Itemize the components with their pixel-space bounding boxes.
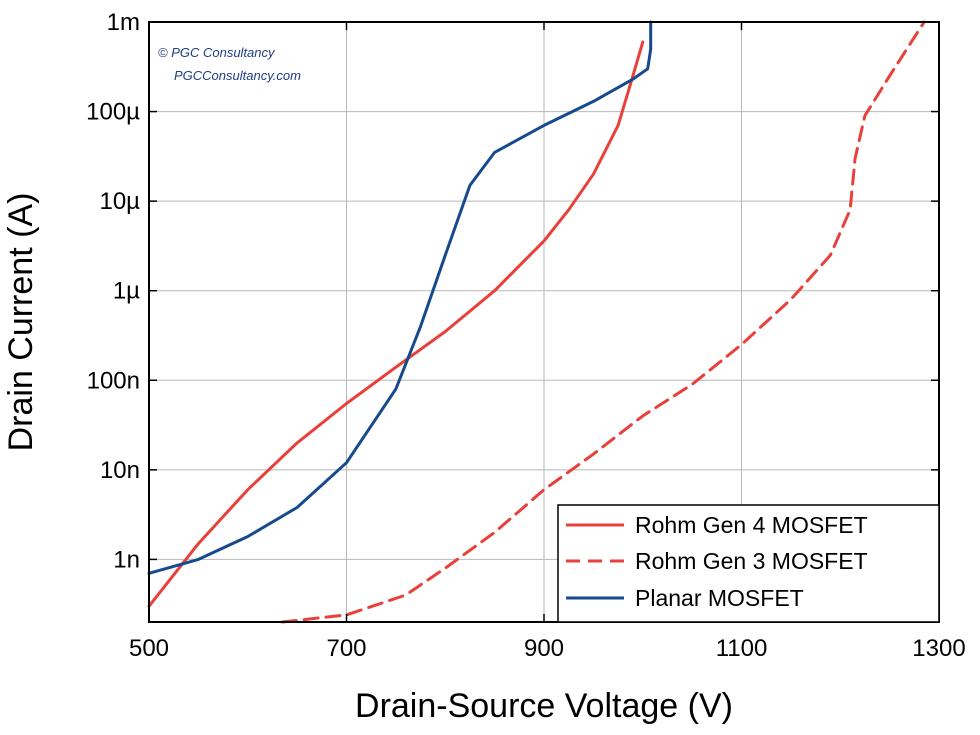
legend-label-rohm-gen4: Rohm Gen 4 MOSFET bbox=[635, 512, 868, 538]
x-tick-label: 500 bbox=[129, 635, 169, 662]
legend-label-planar: Planar MOSFET bbox=[635, 585, 804, 611]
series-rohm-gen3-line bbox=[280, 20, 926, 624]
y-tick-label: 100n bbox=[87, 367, 140, 394]
series-rohm-gen4-line bbox=[147, 40, 645, 608]
y-axis-title: Drain Current (A) bbox=[2, 193, 40, 452]
legend: Rohm Gen 4 MOSFET Rohm Gen 3 MOSFET Plan… bbox=[557, 504, 940, 623]
x-tick-label: 900 bbox=[524, 635, 564, 662]
x-tick-label: 700 bbox=[326, 635, 366, 662]
ticks: 500 700 900 1100 1300 1n 10n 100n 1µ 10µ 100µ 1m bbox=[86, 9, 966, 662]
watermark-line-2: PGCConsultancy.com bbox=[174, 68, 301, 83]
y-tick-label: 1m bbox=[107, 9, 140, 36]
watermark: © PGC Consultancy PGCConsultancy.com bbox=[158, 45, 301, 83]
y-tick-label: 10n bbox=[100, 457, 140, 484]
series-planar-line bbox=[147, 20, 653, 575]
grid bbox=[149, 22, 939, 622]
series-layer bbox=[147, 20, 926, 624]
x-axis-title: Drain-Source Voltage (V) bbox=[355, 687, 733, 725]
y-tick-label: 1n bbox=[113, 546, 140, 573]
y-tick-label: 10µ bbox=[99, 188, 140, 215]
x-tick-label: 1300 bbox=[912, 635, 965, 662]
y-tick-label: 100µ bbox=[86, 99, 140, 126]
y-tick-label: 1µ bbox=[113, 278, 140, 305]
watermark-line-1: © PGC Consultancy bbox=[158, 45, 276, 60]
x-tick-label: 1100 bbox=[716, 635, 768, 662]
legend-label-rohm-gen3: Rohm Gen 3 MOSFET bbox=[635, 548, 868, 574]
